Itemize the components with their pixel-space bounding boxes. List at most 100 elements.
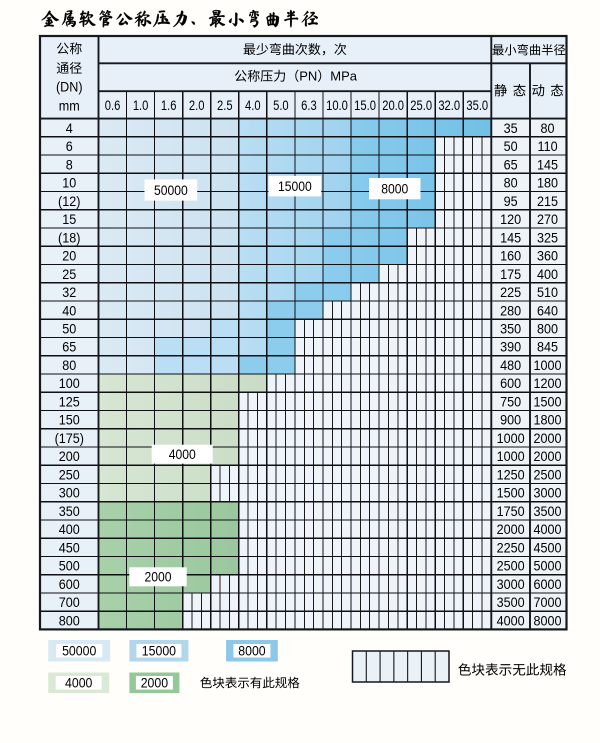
- svg-text:7000: 7000: [534, 595, 562, 611]
- svg-text:1000: 1000: [497, 449, 525, 465]
- svg-text:500: 500: [59, 558, 80, 574]
- svg-text:1000: 1000: [534, 357, 562, 373]
- svg-text:65: 65: [504, 157, 518, 173]
- svg-text:2000: 2000: [534, 430, 562, 446]
- svg-text:1.6: 1.6: [161, 98, 177, 113]
- svg-text:1000: 1000: [497, 430, 525, 446]
- svg-text:160: 160: [500, 248, 521, 264]
- svg-text:325: 325: [537, 230, 558, 246]
- svg-text:180: 180: [537, 175, 558, 191]
- svg-text:4000: 4000: [497, 613, 525, 629]
- svg-text:4.0: 4.0: [245, 98, 261, 113]
- svg-text:1750: 1750: [497, 503, 525, 519]
- svg-text:40: 40: [62, 303, 76, 319]
- svg-text:15.0: 15.0: [354, 98, 376, 113]
- svg-text:4: 4: [66, 120, 73, 136]
- svg-text:1800: 1800: [534, 412, 562, 428]
- svg-text:65: 65: [62, 339, 76, 355]
- svg-text:50: 50: [504, 138, 518, 154]
- svg-text:845: 845: [537, 339, 558, 355]
- svg-text:20.0: 20.0: [382, 98, 404, 113]
- svg-text:50000: 50000: [62, 643, 96, 659]
- svg-text:15: 15: [62, 211, 76, 227]
- svg-text:2000: 2000: [534, 449, 562, 465]
- svg-text:3500: 3500: [497, 595, 525, 611]
- svg-text:400: 400: [59, 522, 80, 538]
- svg-text:800: 800: [59, 613, 80, 629]
- svg-text:510: 510: [537, 284, 558, 300]
- svg-text:2.0: 2.0: [189, 98, 205, 113]
- svg-text:700: 700: [59, 595, 80, 611]
- svg-text:35.0: 35.0: [466, 98, 488, 113]
- svg-text:50000: 50000: [154, 182, 188, 198]
- svg-text:100: 100: [59, 376, 80, 392]
- svg-text:4000: 4000: [534, 522, 562, 538]
- svg-text:80: 80: [62, 357, 76, 373]
- svg-text:640: 640: [537, 303, 558, 319]
- svg-text:800: 800: [537, 321, 558, 337]
- svg-text:350: 350: [500, 321, 521, 337]
- svg-text:4000: 4000: [169, 446, 196, 462]
- svg-text:20: 20: [62, 248, 76, 264]
- svg-text:1500: 1500: [534, 394, 562, 410]
- svg-text:80: 80: [541, 120, 555, 136]
- svg-text:50: 50: [62, 321, 76, 337]
- svg-text:32: 32: [62, 284, 76, 300]
- svg-text:0.6: 0.6: [105, 98, 121, 113]
- svg-text:8000: 8000: [238, 643, 265, 659]
- svg-text:4000: 4000: [65, 675, 92, 691]
- svg-text:2.5: 2.5: [217, 98, 233, 113]
- svg-text:15000: 15000: [278, 178, 312, 194]
- svg-text:280: 280: [500, 303, 521, 319]
- svg-text:1200: 1200: [534, 376, 562, 392]
- svg-text:600: 600: [500, 376, 521, 392]
- svg-text:600: 600: [59, 576, 80, 592]
- svg-text:8: 8: [66, 157, 73, 173]
- svg-text:145: 145: [537, 157, 558, 173]
- svg-text:35: 35: [504, 120, 518, 136]
- svg-text:(DN): (DN): [56, 79, 83, 95]
- svg-text:5.0: 5.0: [273, 98, 289, 113]
- svg-text:150: 150: [59, 412, 80, 428]
- svg-text:1500: 1500: [497, 485, 525, 501]
- svg-text:6: 6: [66, 138, 73, 154]
- svg-text:1250: 1250: [497, 467, 525, 483]
- svg-text:450: 450: [59, 540, 80, 556]
- svg-text:25: 25: [62, 266, 76, 282]
- svg-text:2500: 2500: [497, 558, 525, 574]
- svg-text:2000: 2000: [497, 522, 525, 538]
- svg-text:10: 10: [62, 175, 76, 191]
- svg-text:270: 270: [537, 211, 558, 227]
- svg-text:3500: 3500: [534, 503, 562, 519]
- svg-text:80: 80: [504, 175, 518, 191]
- svg-text:2000: 2000: [141, 675, 168, 691]
- svg-text:175: 175: [500, 266, 521, 282]
- svg-text:400: 400: [537, 266, 558, 282]
- svg-text:(12): (12): [58, 193, 80, 209]
- svg-text:145: 145: [500, 230, 521, 246]
- svg-text:2500: 2500: [534, 467, 562, 483]
- svg-text:900: 900: [500, 412, 521, 428]
- svg-text:480: 480: [500, 357, 521, 373]
- svg-text:300: 300: [59, 485, 80, 501]
- svg-text:110: 110: [538, 138, 558, 154]
- svg-text:3000: 3000: [497, 576, 525, 592]
- svg-text:2000: 2000: [144, 569, 171, 585]
- svg-text:MPa: MPa: [330, 69, 358, 84]
- svg-text:200: 200: [59, 449, 80, 465]
- svg-text:(18): (18): [58, 230, 80, 246]
- svg-text:8000: 8000: [381, 181, 408, 197]
- svg-text:215: 215: [537, 193, 558, 209]
- svg-text:PN: PN: [299, 69, 317, 84]
- svg-text:360: 360: [537, 248, 558, 264]
- svg-text:390: 390: [500, 339, 521, 355]
- svg-text:4500: 4500: [534, 540, 562, 556]
- svg-text:225: 225: [500, 284, 521, 300]
- svg-text:10.0: 10.0: [326, 98, 348, 113]
- svg-text:6000: 6000: [534, 576, 562, 592]
- svg-text:1.0: 1.0: [133, 98, 149, 113]
- svg-text:95: 95: [504, 193, 518, 209]
- svg-text:15000: 15000: [142, 643, 176, 659]
- svg-text:350: 350: [59, 503, 80, 519]
- svg-text:8000: 8000: [534, 613, 562, 629]
